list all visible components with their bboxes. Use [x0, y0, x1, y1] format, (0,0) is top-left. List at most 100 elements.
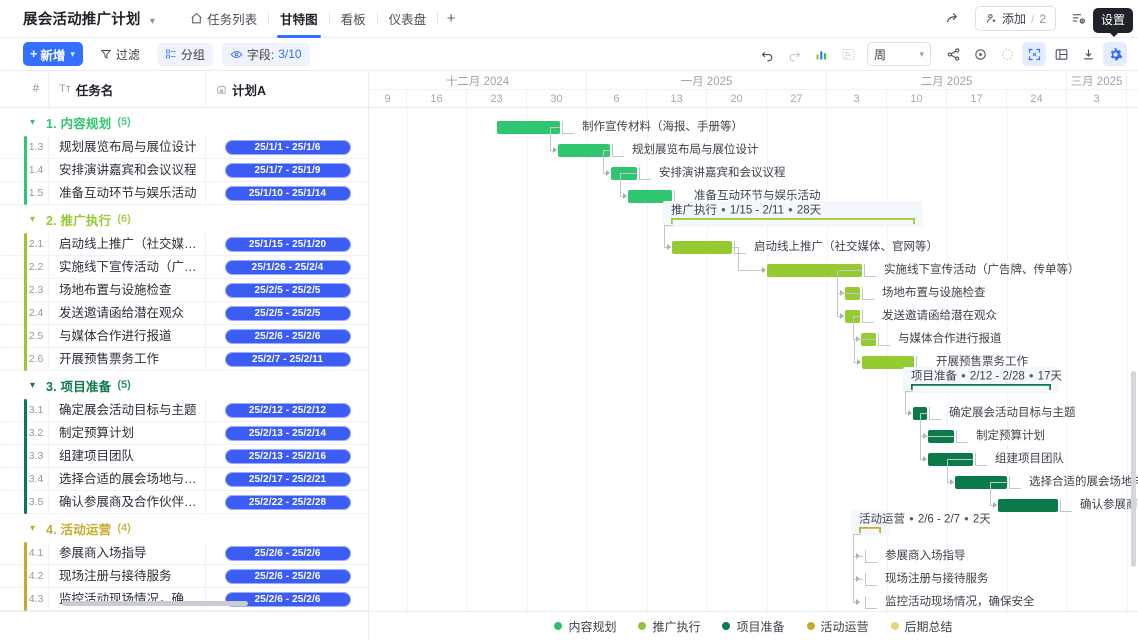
tab-dashboard[interactable]: 仪表盘: [378, 0, 438, 38]
table-row[interactable]: 3.4 选择合适的展会场地与日期 25/2/17 - 25/2/21: [0, 467, 368, 491]
bar-handle[interactable]: [865, 608, 877, 609]
table-row[interactable]: 4.2 现场注册与接待服务 25/2/6 - 25/2/6: [0, 564, 368, 588]
legend-item[interactable]: 活动运营: [806, 618, 869, 635]
gantt-vertical-scrollbar[interactable]: [1131, 371, 1136, 567]
fields-button[interactable]: 字段: 3/10: [221, 42, 310, 66]
table-row[interactable]: 3.1 确定展会活动目标与主题 25/2/12 - 25/2/12: [0, 398, 368, 422]
legend-item[interactable]: 推广执行: [638, 618, 700, 635]
share-node-icon[interactable]: [941, 42, 965, 66]
bar-handle[interactable]: [975, 453, 976, 466]
download-icon[interactable]: [1076, 42, 1100, 66]
bar-handle[interactable]: [878, 345, 890, 346]
group-summary-bar[interactable]: [859, 527, 881, 534]
tab-task-list[interactable]: 任务列表: [179, 0, 268, 38]
row-plan-cell[interactable]: 25/2/17 - 25/2/21: [205, 467, 368, 491]
tab-gantt[interactable]: 甘特图: [269, 0, 329, 38]
row-plan-cell[interactable]: 25/1/26 - 25/2/4: [205, 255, 368, 279]
bar-handle[interactable]: [929, 407, 930, 420]
table-row[interactable]: 2.2 实施线下宣传活动（广告... 25/1/26 - 25/2/4: [0, 255, 368, 279]
new-record-button[interactable]: + 新增 ▾: [23, 42, 83, 66]
bar-handle[interactable]: [975, 465, 987, 466]
bar-handle[interactable]: [562, 121, 563, 134]
gantt-bar[interactable]: [628, 190, 672, 203]
column-header-index[interactable]: #: [32, 83, 40, 95]
bar-handle[interactable]: [878, 333, 879, 346]
table-row[interactable]: 1.5 准备互动环节与娱乐活动 25/1/10 - 25/1/14: [0, 181, 368, 205]
row-plan-cell[interactable]: 25/1/1 - 25/1/6: [205, 135, 368, 159]
group-header-row[interactable]: ▾ 4. 活动运营 (4): [0, 514, 368, 542]
bar-handle[interactable]: [956, 430, 957, 443]
gantt-bar[interactable]: [767, 264, 862, 277]
zoom-level-select[interactable]: 周 ▾: [867, 42, 931, 66]
list-settings-icon[interactable]: [1065, 6, 1091, 32]
filter-button[interactable]: 过滤: [92, 43, 148, 66]
gantt-bar[interactable]: [558, 144, 610, 157]
bar-handle[interactable]: [864, 264, 865, 277]
target-icon[interactable]: [968, 42, 992, 66]
share-arrow-icon[interactable]: [940, 6, 966, 32]
gantt-bar[interactable]: [862, 356, 914, 369]
row-plan-cell[interactable]: 25/2/5 - 25/2/5: [205, 278, 368, 302]
bar-handle[interactable]: [734, 253, 746, 254]
bar-handle[interactable]: [639, 167, 640, 180]
row-plan-cell[interactable]: 25/2/6 - 25/2/6: [205, 564, 368, 588]
bar-handle[interactable]: [1009, 476, 1010, 489]
add-view-button[interactable]: +: [446, 10, 456, 27]
bar-handle[interactable]: [562, 133, 574, 134]
bar-handle[interactable]: [612, 144, 613, 157]
legend-item[interactable]: 后期总结: [890, 618, 953, 635]
chevron-down-icon[interactable]: ▾: [30, 522, 36, 534]
row-plan-cell[interactable]: 25/2/5 - 25/2/5: [205, 301, 368, 325]
document-title[interactable]: 展会活动推广计划 ▾: [23, 8, 155, 29]
row-plan-cell[interactable]: 25/2/12 - 25/2/12: [205, 398, 368, 422]
row-plan-cell[interactable]: 25/1/7 - 25/1/9: [205, 158, 368, 182]
legend-item[interactable]: 项目准备: [722, 618, 785, 635]
tab-kanban[interactable]: 看板: [330, 0, 377, 38]
table-row[interactable]: 2.5 与媒体合作进行报道 25/2/6 - 25/2/6: [0, 324, 368, 348]
group-header-row[interactable]: ▾ 3. 项目准备 (5): [0, 371, 368, 399]
expand-icon[interactable]: [1022, 42, 1046, 66]
bar-handle[interactable]: [1009, 488, 1021, 489]
gantt-bar[interactable]: [845, 310, 860, 323]
chevron-down-icon[interactable]: ▾: [30, 213, 36, 225]
bar-handle[interactable]: [956, 442, 968, 443]
bar-handle[interactable]: [865, 550, 866, 563]
table-row[interactable]: 1.3 规划展览布局与展位设计 25/1/1 - 25/1/6: [0, 135, 368, 159]
gantt-canvas[interactable]: 制作宣传材料（海报、手册等） 规划展览布局与展位设计 安排演讲嘉宾和会议议程 准备互动…: [369, 108, 1138, 611]
group-header-row[interactable]: ▾ 2. 推广执行 (6): [0, 205, 368, 233]
add-member-button[interactable]: 添加 / 2: [974, 6, 1056, 31]
redo-icon[interactable]: [782, 42, 806, 66]
row-plan-cell[interactable]: 25/1/10 - 25/1/14: [205, 181, 368, 205]
row-plan-cell[interactable]: 25/2/22 - 25/2/28: [205, 490, 368, 514]
undo-icon[interactable]: [755, 42, 779, 66]
group-summary-bar[interactable]: [671, 218, 915, 225]
split-view-icon[interactable]: [1049, 42, 1073, 66]
gantt-bar[interactable]: [955, 476, 1007, 489]
table-row[interactable]: 4.3 监控活动现场情况，确保... 25/2/6 - 25/2/6: [0, 587, 368, 611]
bar-handle[interactable]: [929, 419, 941, 420]
bar-handle[interactable]: [674, 190, 675, 203]
baseline-icon[interactable]: [836, 42, 860, 66]
chevron-down-icon[interactable]: ▾: [30, 116, 36, 128]
group-header-row[interactable]: ▾ 1. 内容规划 (5): [0, 108, 368, 136]
table-row[interactable]: 2.3 场地布置与设施检查 25/2/5 - 25/2/5: [0, 278, 368, 302]
table-row[interactable]: 2.4 发送邀请函给潜在观众 25/2/5 - 25/2/5: [0, 301, 368, 325]
table-row[interactable]: 2.1 启动线上推广（社交媒体... 25/1/15 - 25/1/20: [0, 232, 368, 256]
chevron-down-icon[interactable]: ▾: [30, 379, 36, 391]
row-plan-cell[interactable]: 25/1/15 - 25/1/20: [205, 232, 368, 256]
table-row[interactable]: 4.1 参展商入场指导 25/2/6 - 25/2/6: [0, 541, 368, 565]
bar-handle[interactable]: [1060, 511, 1072, 512]
table-row[interactable]: 3.2 制定预算计划 25/2/13 - 25/2/14: [0, 421, 368, 445]
bar-handle[interactable]: [862, 310, 863, 323]
gantt-bar[interactable]: [672, 241, 732, 254]
gantt-bar[interactable]: [497, 121, 560, 134]
bar-handle[interactable]: [865, 573, 866, 586]
legend-item[interactable]: 内容规划: [554, 618, 616, 635]
column-header-plan-a[interactable]: 计划A: [205, 71, 368, 108]
bar-handle[interactable]: [639, 179, 651, 180]
row-plan-cell[interactable]: 25/2/7 - 25/2/11: [205, 347, 368, 371]
bar-handle[interactable]: [916, 356, 917, 369]
fit-screen-icon[interactable]: [995, 42, 1019, 66]
bar-handle[interactable]: [865, 562, 877, 563]
bar-chart-icon[interactable]: [809, 42, 833, 66]
